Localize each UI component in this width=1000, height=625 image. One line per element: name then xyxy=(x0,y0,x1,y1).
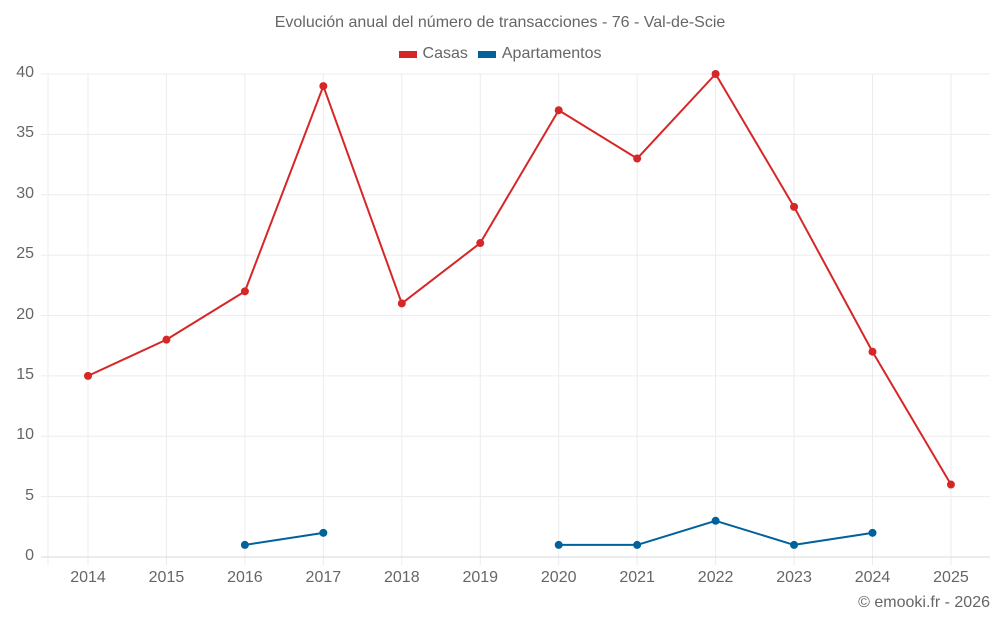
legend-swatch-casas xyxy=(398,50,417,58)
y-tick-label: 35 xyxy=(16,124,34,142)
data-point-casas[interactable] xyxy=(790,202,799,211)
x-tick-label: 2017 xyxy=(305,569,342,586)
legend-label-casas: Casas xyxy=(422,45,468,62)
data-point-apartamentos[interactable] xyxy=(633,540,642,549)
data-point-casas[interactable] xyxy=(633,154,642,163)
legend-item-apartamentos[interactable]: Apartamentos xyxy=(477,45,602,63)
x-tick-label: 2023 xyxy=(776,569,812,586)
x-tick-label: 2020 xyxy=(540,569,577,586)
data-point-casas[interactable] xyxy=(162,335,171,344)
x-tick-label: 2021 xyxy=(619,569,655,586)
data-point-apartamentos[interactable] xyxy=(790,540,799,549)
data-point-casas[interactable] xyxy=(711,70,720,78)
data-point-apartamentos[interactable] xyxy=(319,528,328,537)
y-tick-label: 30 xyxy=(16,184,34,202)
legend-label-apartamentos: Apartamentos xyxy=(501,45,602,62)
y-tick-label: 20 xyxy=(16,305,34,323)
data-point-apartamentos[interactable] xyxy=(711,516,720,525)
x-tick-label: 2015 xyxy=(148,569,185,586)
data-point-casas[interactable] xyxy=(554,106,563,115)
x-tick-label: 2024 xyxy=(854,569,891,586)
data-point-casas[interactable] xyxy=(319,82,328,91)
series-line-casas xyxy=(87,73,952,486)
data-point-apartamentos[interactable] xyxy=(868,528,877,537)
x-tick-label: 2025 xyxy=(933,569,969,586)
x-tick-label: 2019 xyxy=(462,569,499,586)
y-tick-label: 25 xyxy=(16,245,34,263)
data-point-casas[interactable] xyxy=(868,347,877,356)
series-layer xyxy=(84,70,955,549)
y-tick-label: 15 xyxy=(16,365,34,383)
data-point-apartamentos[interactable] xyxy=(240,540,249,549)
legend: Casas Apartamentos xyxy=(0,45,1000,63)
credit-text: © emooki.fr - 2026 xyxy=(858,594,990,611)
data-point-apartamentos[interactable] xyxy=(554,540,563,549)
series-line-apartamentos xyxy=(244,531,324,546)
chart-title: Evolución anual del número de transaccio… xyxy=(274,14,726,31)
y-tick-label: 5 xyxy=(25,486,34,504)
y-tick-label: 10 xyxy=(16,426,34,444)
data-point-casas[interactable] xyxy=(240,287,249,296)
data-point-casas[interactable] xyxy=(476,239,485,248)
data-point-casas[interactable] xyxy=(397,299,406,308)
y-tick-label: 40 xyxy=(16,64,34,81)
x-tick-label: 2018 xyxy=(384,569,420,586)
legend-swatch-apartamentos xyxy=(477,50,496,58)
x-tick-label: 2022 xyxy=(697,569,734,586)
x-tick-label: 2014 xyxy=(70,569,106,586)
data-point-casas[interactable] xyxy=(946,480,955,489)
x-tick-label: 2016 xyxy=(227,569,263,586)
y-tick-label: 0 xyxy=(25,547,34,564)
data-point-casas[interactable] xyxy=(84,371,92,380)
gridlines xyxy=(41,73,990,565)
legend-item-casas[interactable]: Casas xyxy=(398,45,468,63)
